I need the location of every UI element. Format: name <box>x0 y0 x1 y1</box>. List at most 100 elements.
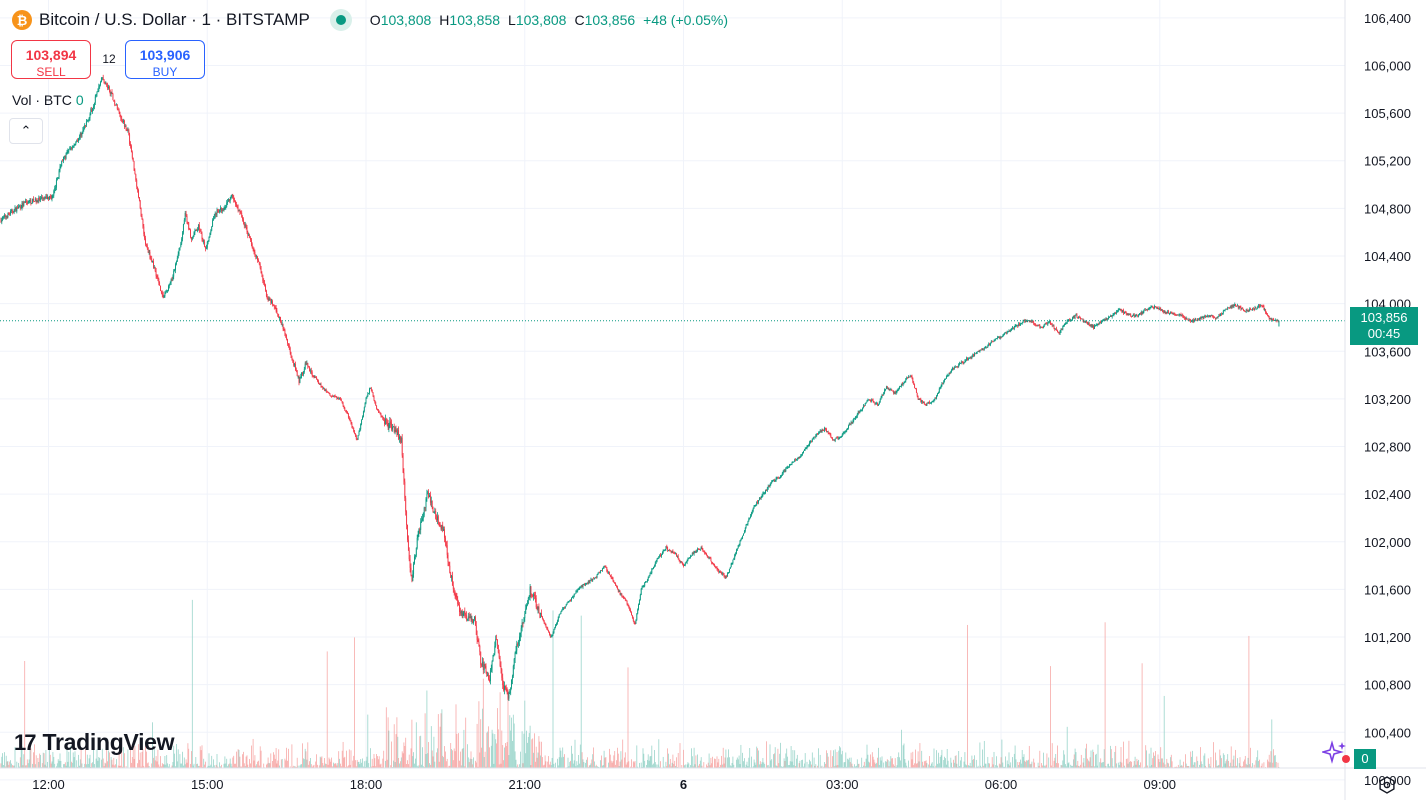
candle-body <box>1 219 3 223</box>
volume-bar <box>730 766 732 768</box>
candle-body <box>532 595 534 597</box>
price-axis[interactable]: 100,000100,400100,800101,200101,600102,0… <box>1364 11 1411 788</box>
volume-bar <box>768 766 770 768</box>
candle-body <box>45 196 47 198</box>
volume-bar <box>1073 759 1074 768</box>
candle-body <box>1166 312 1168 314</box>
volume-bar <box>547 761 549 768</box>
candle-body <box>856 414 858 417</box>
volume-bar <box>806 761 808 768</box>
candle-body <box>236 205 238 207</box>
volume-bar <box>663 766 665 768</box>
candle-body <box>511 679 512 688</box>
candle-body <box>163 296 165 298</box>
volume-bar <box>4 766 6 768</box>
symbol-title[interactable]: Bitcoin / U.S. Dollar · 1 · BITSTAMP <box>39 10 310 29</box>
candle-body <box>731 563 733 564</box>
volume-bar <box>139 752 141 768</box>
candle-body <box>720 571 722 573</box>
collapse-legend-button[interactable]: ⌃ <box>9 118 43 144</box>
candle-body <box>574 593 576 595</box>
candle-body <box>683 564 684 567</box>
candle-body <box>314 376 316 378</box>
buy-button[interactable]: 103,906 BUY <box>125 40 205 79</box>
candle-body <box>639 595 641 600</box>
candle-body <box>242 217 243 220</box>
volume-bar <box>794 750 796 768</box>
candle-body <box>1226 308 1228 310</box>
candle-body <box>885 388 886 390</box>
candle-body <box>1053 325 1055 329</box>
volume-bar <box>397 736 399 768</box>
volume-bar <box>1234 766 1236 768</box>
candle-body <box>793 461 795 463</box>
candle-body <box>1140 311 1142 315</box>
volume-bar <box>558 757 560 768</box>
candle-body <box>493 653 495 655</box>
candle-body <box>1249 308 1251 311</box>
candle-body <box>867 400 869 402</box>
volume-bar <box>954 755 956 768</box>
volume-bar <box>464 766 466 768</box>
candle-body <box>503 685 505 690</box>
candle-body <box>656 558 658 562</box>
volume-bar <box>10 760 11 768</box>
sell-button[interactable]: 103,894 SELL <box>11 40 91 79</box>
volume-bar <box>504 747 505 768</box>
candle-body <box>431 500 433 507</box>
price-axis-bg[interactable] <box>1345 0 1426 768</box>
volume-indicator-label[interactable]: Vol · BTC 0 <box>12 92 84 108</box>
candle-body <box>538 606 540 614</box>
tradingview-logo[interactable]: 17 TradingView <box>14 729 175 756</box>
volume-bar <box>1243 761 1244 768</box>
volume-bar <box>786 748 788 768</box>
volume-bar <box>56 763 58 768</box>
candle-body <box>983 347 985 350</box>
volume-bar <box>1002 762 1004 768</box>
candle-body <box>964 360 966 363</box>
volume-bar <box>1010 762 1012 768</box>
time-axis[interactable]: 12:00 15:00 18:00 21:00 6 03:00 06:00 09:00 <box>32 777 1176 792</box>
volume-bar <box>467 757 469 768</box>
candle-body <box>1101 321 1103 323</box>
candle-body <box>439 523 441 527</box>
candle-body <box>698 548 699 550</box>
candle-body <box>1236 305 1237 307</box>
volume-bar <box>424 713 426 768</box>
volume-bar <box>203 758 205 768</box>
volume-bar <box>415 758 416 768</box>
candle-body <box>232 195 234 198</box>
volume-bar <box>894 758 896 768</box>
candle-body <box>1196 320 1198 322</box>
volume-bar <box>899 757 900 768</box>
candle-body <box>1168 311 1170 314</box>
volume-bar <box>229 758 231 768</box>
candle-body <box>882 395 884 396</box>
volume-bar <box>1127 763 1129 768</box>
gear-icon[interactable] <box>1377 775 1397 795</box>
candle-body <box>631 612 632 616</box>
market-status-icon[interactable] <box>329 9 352 31</box>
volume-bar <box>736 757 738 768</box>
candle-body <box>739 540 741 545</box>
volume-bar <box>1192 764 1194 768</box>
volume-bar <box>910 752 912 768</box>
candle-body <box>942 383 944 385</box>
volume-bar <box>522 763 524 768</box>
sparkle-icon[interactable] <box>1322 740 1350 766</box>
price-tick-label: 102,400 <box>1364 487 1411 502</box>
candle-body <box>1087 321 1088 325</box>
candle-body <box>786 467 788 469</box>
volume-bar <box>484 751 486 768</box>
volume-bar <box>804 763 805 768</box>
candle-body <box>58 170 60 178</box>
volume-bar <box>84 763 86 768</box>
candle-body <box>688 558 690 559</box>
volume-bar <box>1141 663 1143 768</box>
volume-bar <box>1228 760 1229 768</box>
volume-bar <box>1187 766 1189 768</box>
candle-body <box>477 639 479 642</box>
volume-bar <box>207 765 209 768</box>
candle-body <box>381 416 383 418</box>
